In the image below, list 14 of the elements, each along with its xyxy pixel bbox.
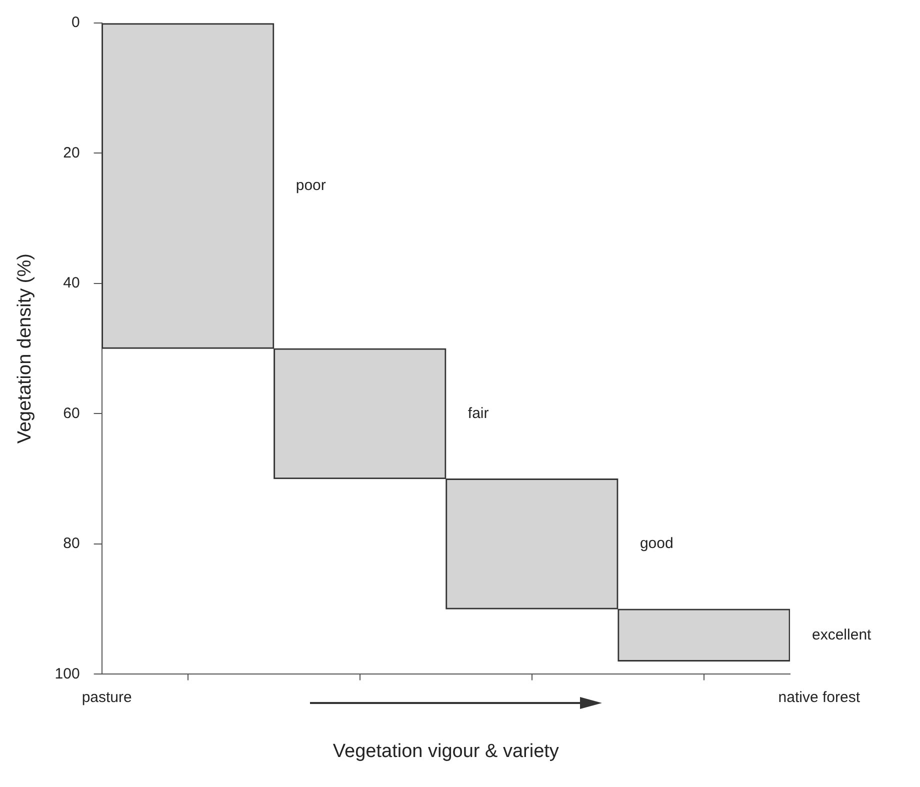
x-axis-title: Vegetation vigour & variety xyxy=(332,740,560,762)
y-tick-label: 0 xyxy=(71,14,80,32)
text: pasture xyxy=(82,688,132,706)
annotation: poor xyxy=(296,177,326,194)
y-tick-label: 20 xyxy=(63,144,80,162)
y-axis-title: Vegetation density (%) xyxy=(14,254,36,444)
y-tick-label: 60 xyxy=(63,404,80,422)
y-tick-label: 40 xyxy=(63,274,80,292)
annotation: fair xyxy=(468,404,489,422)
text: excellent xyxy=(812,626,872,644)
y-tick-label: 80 xyxy=(63,535,80,552)
y-tick-label: 100 xyxy=(54,665,80,682)
annotation: good xyxy=(640,535,674,552)
text: native forest xyxy=(778,688,861,706)
